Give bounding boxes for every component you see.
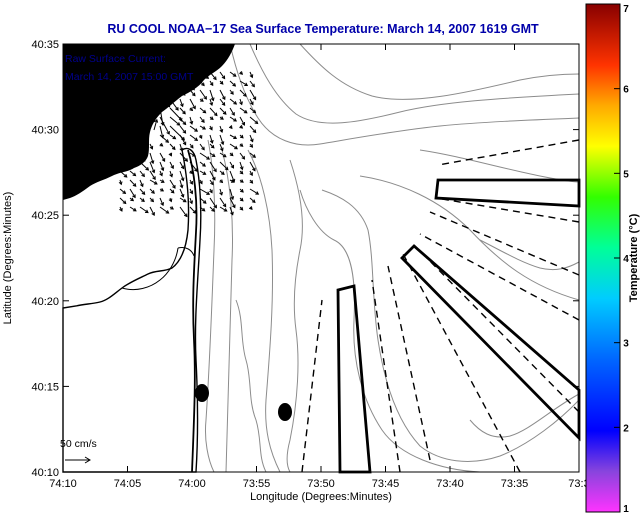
y-tick-label: 40:25 <box>31 210 59 222</box>
x-tick-label: 73:55 <box>243 478 271 490</box>
y-tick-label: 40:10 <box>31 467 59 479</box>
colorbar-label: Temperature (°C) <box>628 213 640 302</box>
x-tick-label: 74:05 <box>114 478 142 490</box>
map-panel: Raw Surface Current: March 14, 2007 15:0… <box>60 44 579 472</box>
x-tick-label: 74:00 <box>178 478 206 490</box>
station-marker <box>278 403 292 421</box>
y-tick-label: 40:30 <box>31 125 59 137</box>
sst-map-figure: RU COOL NOAA−17 Sea Surface Temperature:… <box>0 0 644 518</box>
x-axis-label: Longitude (Degrees:Minutes) <box>250 491 392 503</box>
figure-title: RU COOL NOAA−17 Sea Surface Temperature:… <box>107 22 539 36</box>
scale-label: 50 cm/s <box>60 438 97 450</box>
colorbar-tick-label: 6 <box>623 85 629 96</box>
colorbar-tick-label: 2 <box>623 423 629 434</box>
x-tick-label: 73:35 <box>501 478 529 490</box>
y-tick-label: 40:20 <box>31 296 59 308</box>
x-tick-label: 74:10 <box>49 478 77 490</box>
y-tick-label: 40:15 <box>31 381 59 393</box>
current-label-line2: March 14, 2007 15:00 GMT <box>65 71 194 83</box>
x-tick-label: 73:50 <box>307 478 335 490</box>
y-axis-label: Latitude (Degrees:Minutes) <box>2 192 14 325</box>
x-tick-label: 73:45 <box>372 478 400 490</box>
station-marker <box>195 384 209 402</box>
x-tick-label: 73:40 <box>436 478 464 490</box>
current-label-line1: Raw Surface Current: <box>65 53 166 65</box>
colorbar-tick-label: 3 <box>623 339 629 350</box>
y-tick-label: 40:35 <box>31 39 59 51</box>
colorbar-tick-label: 7 <box>623 4 629 15</box>
colorbar-tick-label: 1 <box>623 504 629 515</box>
temperature-colorbar: 7 6 5 4 3 2 1 Temperature (°C) <box>586 4 640 515</box>
colorbar-tick-label: 5 <box>623 169 629 180</box>
